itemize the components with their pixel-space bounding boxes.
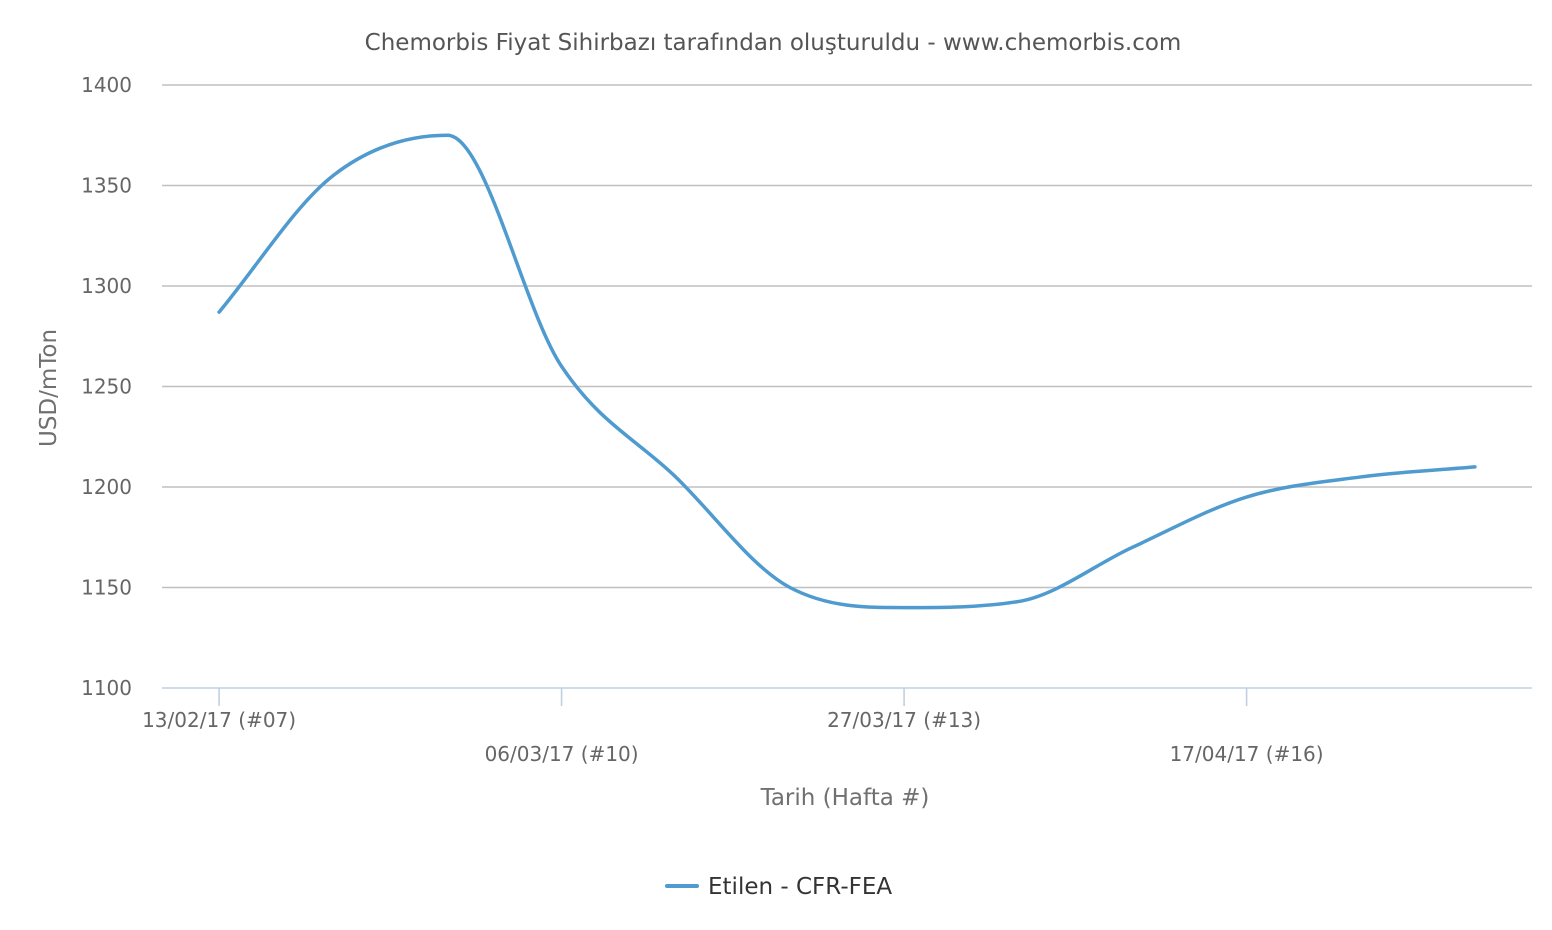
chart-title: Chemorbis Fiyat Sihirbazı tarafından olu… — [365, 30, 1182, 56]
y-tick-label-1150: 1150 — [81, 576, 132, 600]
x-tick-label-13: 27/03/17 (#13) — [827, 708, 981, 732]
data-point-9[interactable] — [441, 129, 453, 141]
y-tick-label-1100: 1100 — [81, 676, 132, 700]
data-point-8[interactable] — [327, 169, 339, 181]
data-point-16[interactable] — [1241, 491, 1253, 503]
x-tick-label-10: 06/03/17 (#10) — [485, 742, 639, 766]
y-axis-label: USD/mTon — [36, 329, 62, 447]
data-point-11[interactable] — [670, 471, 682, 483]
y-tick-label-1250: 1250 — [81, 375, 132, 399]
series-layer — [213, 129, 1481, 614]
data-point-17[interactable] — [1355, 471, 1367, 483]
y-tick-label-1300: 1300 — [81, 274, 132, 298]
series-line-0 — [217, 133, 1477, 610]
legend[interactable]: Etilen - CFR-FEA — [665, 874, 892, 900]
y-tick-label-1200: 1200 — [81, 475, 132, 499]
data-point-7[interactable] — [213, 306, 225, 318]
data-point-13[interactable] — [898, 602, 910, 614]
x-tick-label-7: 13/02/17 (#07) — [142, 708, 296, 732]
data-point-18[interactable] — [1469, 461, 1481, 473]
data-point-15[interactable] — [1126, 541, 1138, 553]
y-tick-label-1400: 1400 — [81, 73, 132, 97]
data-point-10[interactable] — [556, 360, 568, 372]
data-point-14[interactable] — [1012, 596, 1024, 608]
y-tick-label-1350: 1350 — [81, 174, 132, 198]
x-axis-label: Tarih (Hafta #) — [760, 785, 930, 811]
x-axis-ticks: 13/02/17 (#07) 06/03/17 (#10) 27/03/17 (#1… — [142, 688, 1324, 766]
data-point-12[interactable] — [784, 582, 796, 594]
legend-label: Etilen - CFR-FEA — [708, 874, 892, 900]
x-tick-label-16: 17/04/17 (#16) — [1170, 742, 1324, 766]
grid-lines — [162, 84, 1532, 689]
y-axis-ticks: 1100 1150 1200 1250 1300 1350 1400 — [81, 73, 132, 700]
